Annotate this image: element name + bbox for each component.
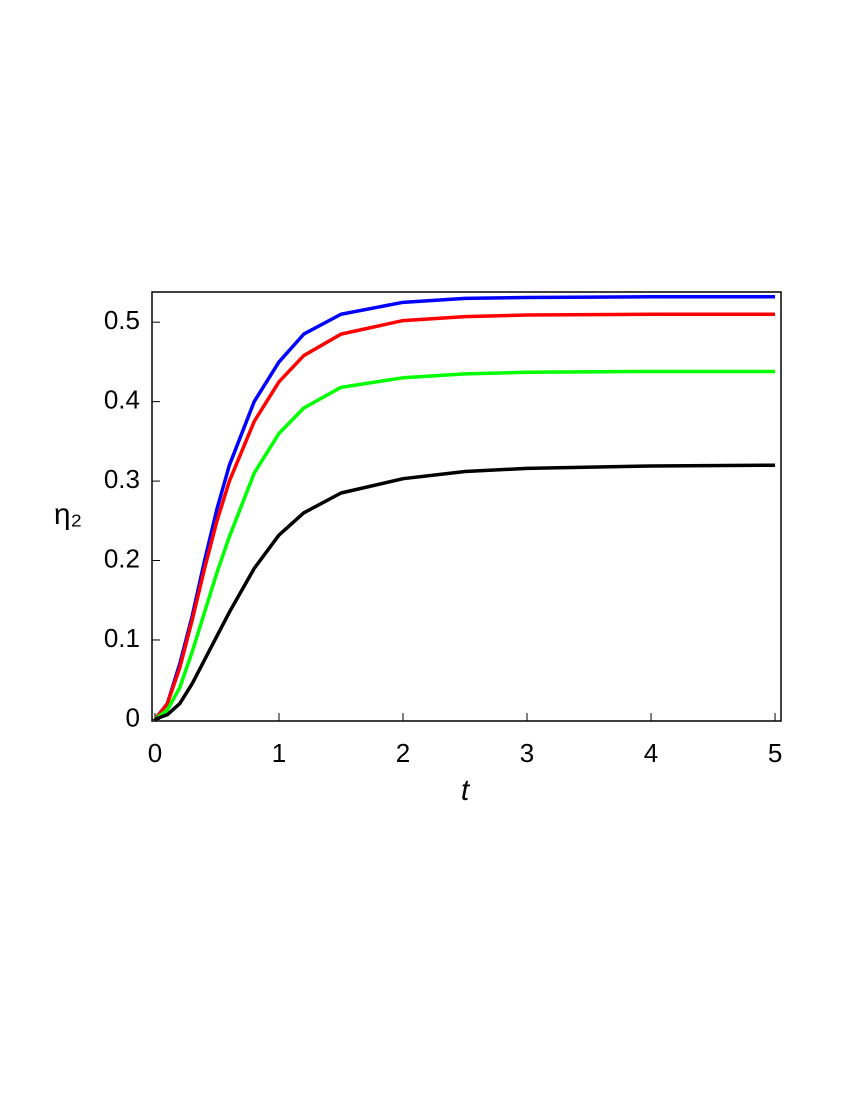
- y-tick-label: 0.2: [104, 543, 140, 573]
- series-line: [153, 295, 776, 721]
- y-axis-label: η₂: [54, 498, 82, 531]
- series-line: [153, 369, 776, 721]
- y-tick-label: 0.3: [104, 464, 140, 494]
- y-tick-label: 0.4: [104, 385, 140, 415]
- y-tick-label: 0.5: [104, 305, 140, 335]
- series-line: [153, 312, 776, 721]
- y-tick-label: 0.1: [104, 623, 140, 653]
- x-tick-label: 0: [148, 738, 162, 768]
- x-axis-label: t: [461, 774, 471, 807]
- x-tick-label: 3: [520, 738, 534, 768]
- x-tick-label: 1: [272, 738, 286, 768]
- series-line: [154, 463, 776, 722]
- plot-frame: [151, 291, 782, 722]
- y-tick-label: 0: [126, 702, 140, 732]
- x-tick-label: 4: [644, 738, 658, 768]
- x-tick-label: 2: [396, 738, 410, 768]
- x-tick-label: 5: [768, 738, 782, 768]
